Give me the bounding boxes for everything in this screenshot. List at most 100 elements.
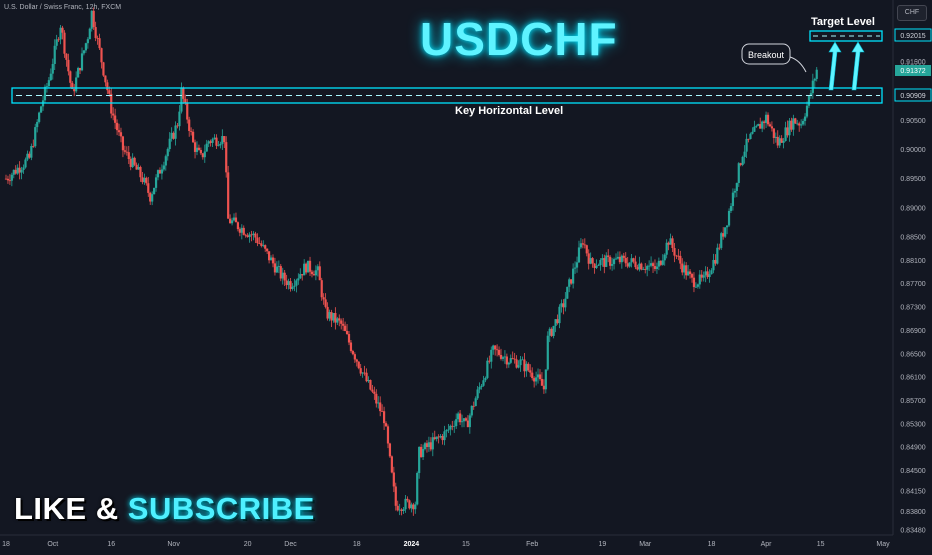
- candle-body: [698, 274, 701, 285]
- candle-body: [301, 274, 304, 276]
- candle-body: [355, 359, 358, 362]
- candle-body: [106, 82, 109, 91]
- candle-body: [121, 136, 125, 151]
- candle-body: [75, 77, 78, 92]
- candle-body: [61, 27, 64, 33]
- time-tick-label: Mar: [639, 541, 652, 548]
- candle-body: [472, 405, 475, 407]
- candle-body: [207, 141, 210, 144]
- candle-body: [244, 234, 247, 236]
- candle-body: [800, 124, 803, 126]
- candle-body: [223, 136, 226, 143]
- candle-body: [112, 113, 115, 116]
- time-tick-label: Feb: [526, 541, 538, 548]
- candle-body: [77, 67, 80, 78]
- candle-body: [622, 255, 625, 258]
- breakout-callout[interactable]: Breakout: [741, 43, 807, 73]
- candle-body: [281, 272, 284, 279]
- candle-body: [480, 385, 483, 388]
- candle-body: [345, 330, 349, 335]
- target-arrow-right-icon: [851, 41, 865, 91]
- candle-body: [570, 279, 573, 284]
- candle-body: [764, 114, 768, 123]
- candle-body: [328, 312, 331, 319]
- time-tick-label: 2024: [404, 541, 420, 548]
- candle-body: [6, 178, 10, 181]
- candle-body: [361, 372, 364, 374]
- candle-body: [53, 45, 56, 64]
- price-tick-label: 0.90000: [900, 147, 925, 154]
- price-tick-label: 0.90500: [900, 118, 925, 125]
- candle-body: [295, 280, 298, 286]
- candle-body: [219, 143, 222, 146]
- candle-body: [193, 142, 197, 152]
- candle-body: [533, 378, 536, 382]
- candle-body: [788, 120, 791, 136]
- candle-body: [320, 280, 323, 298]
- candle-body: [119, 132, 123, 137]
- candle-body: [250, 234, 253, 236]
- candle-body: [94, 27, 97, 38]
- price-axis[interactable]: 0.91500 0.90500 0.90000 0.89500 0.89000 0.885…: [900, 60, 925, 535]
- candle-body: [505, 356, 508, 365]
- candle-body: [488, 360, 491, 362]
- symbol-header: U.S. Dollar / Swiss Franc, 12h, FXCM: [4, 4, 122, 11]
- target-price-text: 0.92015: [900, 33, 925, 40]
- candle-body: [240, 227, 243, 233]
- candle-body: [562, 303, 565, 308]
- candle-body: [538, 374, 542, 380]
- candle-body: [359, 368, 362, 374]
- candle-body: [790, 120, 793, 130]
- candle-body: [22, 167, 25, 170]
- candle-body: [176, 125, 179, 127]
- candle-body: [390, 456, 393, 473]
- candle-body: [258, 243, 261, 244]
- candle-body: [772, 128, 775, 138]
- price-tick-label: 0.86100: [900, 375, 925, 382]
- candle-body: [39, 106, 43, 113]
- candle-body: [517, 365, 520, 368]
- candle-body: [572, 268, 575, 284]
- key-level-box[interactable]: [11, 87, 883, 104]
- key-level-label: Key Horizontal Level: [455, 105, 563, 117]
- candle-body: [80, 53, 84, 71]
- candle-body: [57, 39, 60, 41]
- time-axis[interactable]: 18 Oct 16 Nov 20 Dec 18 2024 15 Feb 19 Mar 18 Apr 15 Ma…: [2, 541, 890, 548]
- candle-body: [807, 96, 811, 106]
- candle-body: [314, 270, 317, 276]
- candle-body: [135, 164, 138, 170]
- currency-button[interactable]: CHF: [897, 5, 927, 21]
- candle-body: [607, 255, 610, 257]
- candle-body: [115, 122, 119, 131]
- candle-body: [172, 132, 175, 139]
- candle-body: [696, 284, 699, 287]
- target-price-tag: 0.92015: [894, 28, 932, 42]
- candle-body: [630, 258, 633, 263]
- candle-body: [747, 138, 750, 140]
- candle-body: [735, 182, 738, 191]
- candle-body: [445, 430, 448, 432]
- candle-body: [131, 157, 134, 167]
- candle-body: [418, 446, 421, 473]
- candle-body: [460, 421, 464, 423]
- candle-body: [406, 498, 409, 501]
- candle-body: [657, 260, 660, 267]
- candle-body: [178, 111, 181, 127]
- candle-body: [381, 411, 384, 412]
- candle-body: [486, 360, 489, 378]
- candle-body: [587, 253, 590, 264]
- target-level-box[interactable]: [809, 30, 883, 42]
- candle-body: [47, 80, 50, 87]
- candle-body: [269, 257, 273, 261]
- candle-body: [71, 82, 74, 90]
- candle-body: [757, 124, 760, 126]
- candle-body: [554, 319, 557, 326]
- candle-body: [4, 178, 8, 180]
- candle-body: [145, 177, 148, 184]
- candle-body: [184, 98, 187, 103]
- candle-body: [312, 274, 316, 276]
- price-tick-label: 0.83800: [900, 509, 925, 516]
- candle-body: [577, 247, 581, 263]
